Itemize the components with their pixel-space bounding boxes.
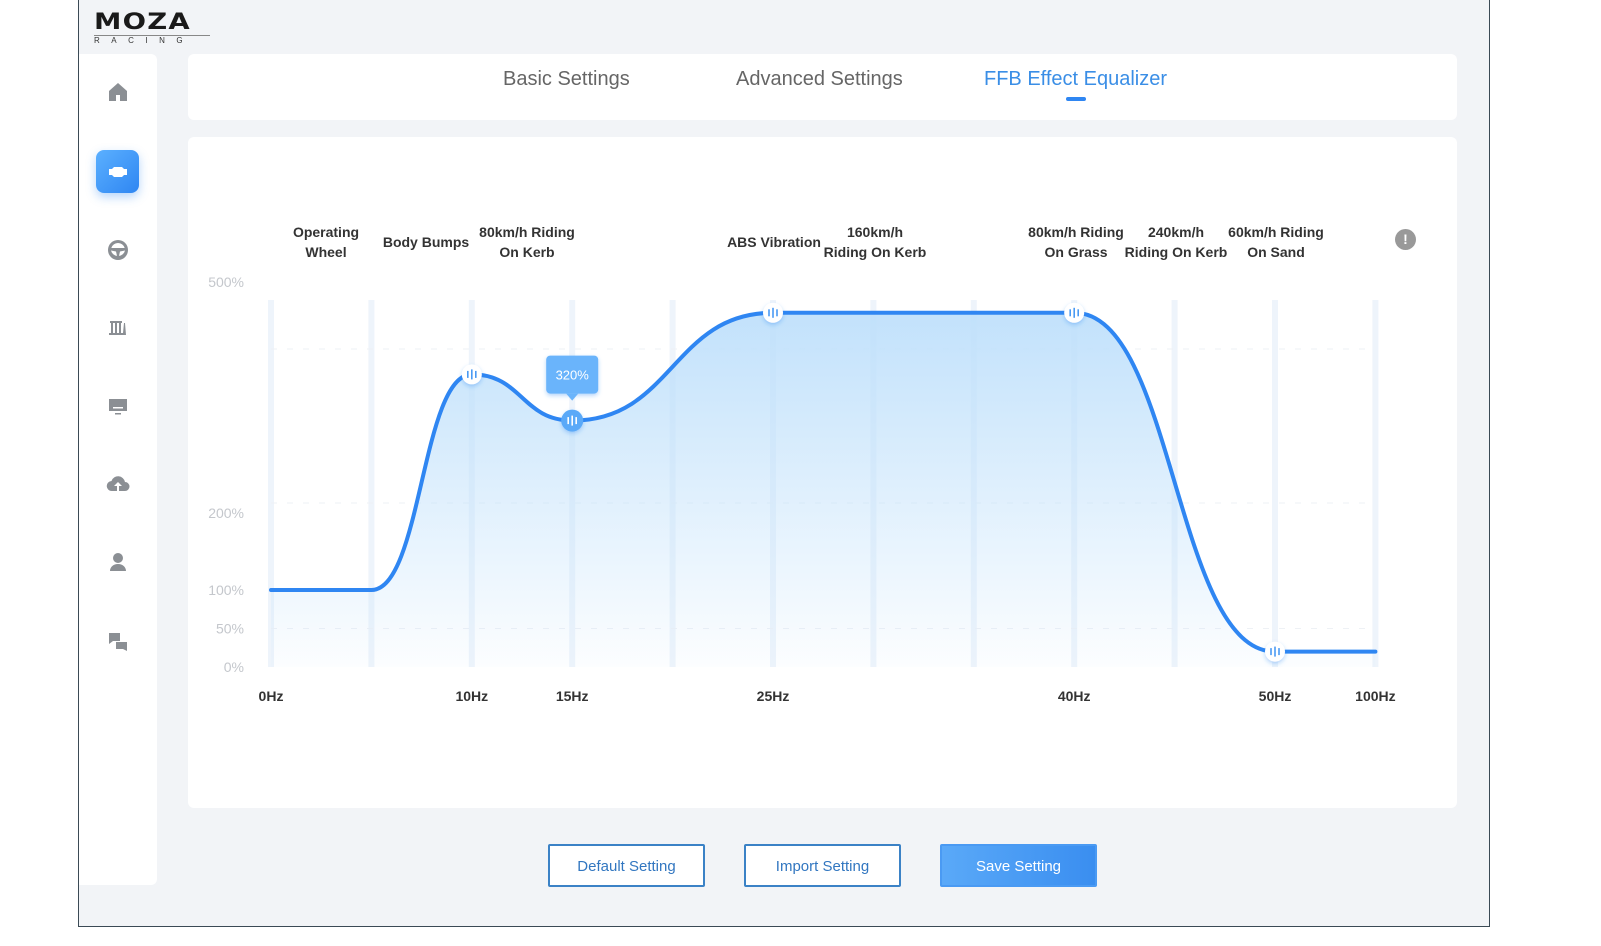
x-tick-label: 100Hz	[1355, 688, 1395, 704]
effect-label-line: Wheel	[305, 244, 347, 260]
effect-label-line: On Kerb	[499, 244, 555, 260]
eq-handle[interactable]	[1064, 302, 1085, 323]
x-tick-label: 50Hz	[1259, 688, 1292, 704]
sidebar	[79, 54, 157, 885]
motor-base-icon	[108, 166, 127, 177]
effect-label-line: Riding On Kerb	[1124, 244, 1228, 260]
y-tick-label: 50%	[216, 621, 244, 637]
x-tick-label: 0Hz	[259, 688, 284, 704]
effect-label-line: ABS Vibration	[727, 234, 821, 250]
sidebar-item-home[interactable]	[96, 70, 139, 113]
effect-label-line: On Grass	[1044, 244, 1108, 260]
effect-label-line: 240km/h	[1147, 224, 1205, 240]
effect-label-line: 80km/h Riding	[1028, 224, 1124, 240]
tooltip-box	[546, 355, 599, 394]
sidebar-item-qa[interactable]	[96, 620, 139, 663]
x-tick-label: 15Hz	[556, 688, 589, 704]
logo-brand: MOZA	[94, 10, 191, 35]
effect-label: 60km/h Riding On Sand	[1228, 222, 1324, 262]
x-tick-label: 10Hz	[455, 688, 488, 704]
cloud-upload-icon	[106, 475, 129, 491]
home-icon	[108, 82, 127, 101]
effect-label: 80km/h Riding On Kerb	[479, 222, 575, 262]
y-tick-label: 0%	[224, 659, 244, 675]
effect-label-line: Body Bumps	[382, 234, 470, 250]
effect-label-line: On Sand	[1247, 244, 1305, 260]
default-setting-button[interactable]: Default Setting	[548, 844, 705, 887]
info-icon[interactable]: !	[1395, 229, 1416, 250]
effect-label-line: 80km/h Riding	[479, 224, 575, 240]
effect-label: Operating Wheel	[293, 222, 359, 262]
tab-bar: Basic Settings Advanced Settings FFB Eff…	[188, 54, 1457, 120]
display-icon	[108, 398, 127, 414]
tooltip-arrow	[566, 393, 579, 401]
save-setting-button[interactable]: Save Setting	[940, 844, 1097, 887]
tooltip-value: 320%	[556, 368, 590, 383]
x-tick-label: 40Hz	[1058, 688, 1091, 704]
y-tick-label: 500%	[208, 274, 244, 290]
eq-handle[interactable]	[561, 409, 584, 432]
steering-wheel-icon	[107, 239, 128, 260]
eq-handle[interactable]	[763, 302, 783, 323]
curve-fill	[271, 312, 1376, 667]
tab-advanced-settings[interactable]: Advanced Settings	[736, 68, 903, 90]
sidebar-item-user[interactable]	[96, 540, 139, 583]
moza-racing-logo: MOZA RACING	[94, 12, 210, 46]
effect-label-line: 160km/h	[846, 224, 904, 240]
pedals-icon	[108, 320, 126, 335]
sidebar-item-steering-wheel[interactable]	[96, 228, 139, 271]
y-tick-label: 200%	[208, 505, 244, 521]
effect-label: 80km/h Riding On Grass	[1028, 222, 1124, 262]
sidebar-item-display[interactable]	[96, 384, 139, 427]
effect-label: 240km/h Riding On Kerb	[1125, 222, 1228, 262]
effect-label-line: Riding On Kerb	[823, 244, 927, 260]
effect-label-line: Operating	[292, 224, 360, 240]
user-icon	[109, 552, 126, 571]
effect-label: Body Bumps	[383, 232, 469, 252]
effect-label: ABS Vibration	[727, 232, 821, 252]
sidebar-item-cloud-upload[interactable]	[96, 462, 139, 505]
tab-basic-settings[interactable]: Basic Settings	[503, 68, 630, 90]
effect-label: 160km/h Riding On Kerb	[824, 222, 927, 262]
sidebar-item-pedals[interactable]	[96, 306, 139, 349]
logo-sub: RACING	[94, 35, 210, 46]
effect-label-line: 60km/h Riding	[1228, 224, 1324, 240]
eq-handle[interactable]	[461, 364, 482, 385]
x-tick-label: 25Hz	[757, 688, 790, 704]
import-setting-button[interactable]: Import Setting	[744, 844, 901, 887]
curve-line	[269, 310, 1378, 654]
tab-ffb-effect-equalizer[interactable]: FFB Effect Equalizer	[984, 68, 1168, 101]
qa-icon	[108, 632, 127, 651]
sidebar-item-motor-base[interactable]	[96, 150, 139, 193]
y-tick-label: 100%	[208, 582, 244, 598]
eq-handle[interactable]	[1265, 641, 1285, 662]
